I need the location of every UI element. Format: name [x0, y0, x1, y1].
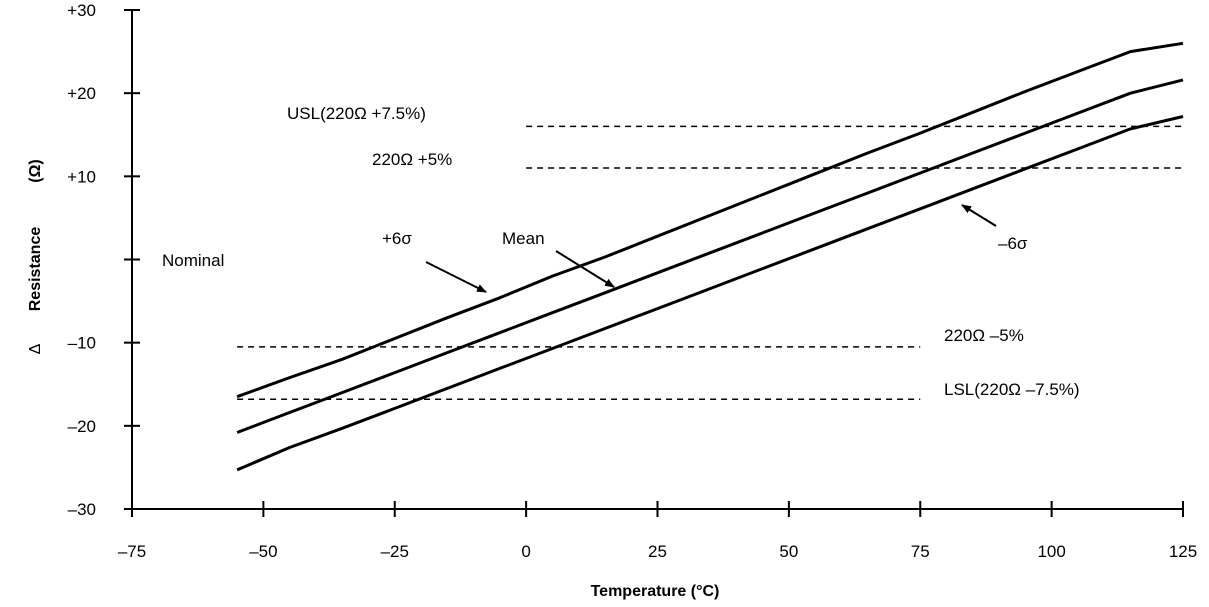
- y-axis-title: Resistance: [27, 227, 44, 312]
- ref-label-lsl: LSL(220Ω –7.5%): [944, 380, 1080, 399]
- x-tick-label: 125: [1169, 542, 1197, 561]
- y-axis-title-group: Δ Resistance (Ω): [27, 159, 44, 354]
- x-tick-label: –25: [381, 542, 409, 561]
- series-lines: [236, 41, 1184, 472]
- series-line-2: [236, 115, 1184, 472]
- x-tick-label: 50: [779, 542, 798, 561]
- y-tick-label: +30: [67, 1, 96, 20]
- ref-label-usl: USL(220Ω +7.5%): [287, 104, 426, 123]
- y-tick-label: –30: [68, 500, 96, 519]
- ref-label-plus5: 220Ω +5%: [372, 150, 452, 169]
- annotation-minus-6sigma: –6σ: [998, 234, 1028, 253]
- y-tick-label: –10: [68, 334, 96, 353]
- x-tick-label: 25: [648, 542, 667, 561]
- arrow-mean: [555, 250, 615, 288]
- x-tick-label: 75: [911, 542, 930, 561]
- x-tick-label: –50: [249, 542, 277, 561]
- series-line-1: [236, 78, 1184, 434]
- x-tick-label: –75: [118, 542, 146, 561]
- annotations: Nominal +6σ Mean –6σ: [162, 204, 1028, 293]
- y-axis-delta: Δ: [27, 343, 44, 354]
- x-tick-label: 100: [1037, 542, 1065, 561]
- x-tick-label: 0: [521, 542, 530, 561]
- annotation-plus-6sigma: +6σ: [382, 229, 412, 248]
- axes: –30 –20 –10 +10 +20 +30 –75 –50 –25 0 25 50 75 100 125: [67, 1, 1197, 561]
- reference-lines: [237, 125, 1183, 400]
- x-axis-title: Temperature (°C): [591, 583, 720, 600]
- arrow-plus-6sigma: [425, 261, 487, 293]
- y-tick-label: +10: [67, 167, 96, 186]
- annotation-nominal: Nominal: [162, 251, 224, 270]
- annotation-mean: Mean: [502, 229, 545, 248]
- y-tick-label: –20: [68, 417, 96, 436]
- ref-label-minus5: 220Ω –5%: [944, 326, 1024, 345]
- series-line-0: [236, 41, 1184, 399]
- y-axis-unit: (Ω): [27, 159, 44, 182]
- arrow-minus-6sigma: [961, 204, 997, 227]
- y-tick-label: +20: [67, 84, 96, 103]
- reference-line-labels: USL(220Ω +7.5%) 220Ω +5% 220Ω –5% LSL(22…: [287, 104, 1080, 399]
